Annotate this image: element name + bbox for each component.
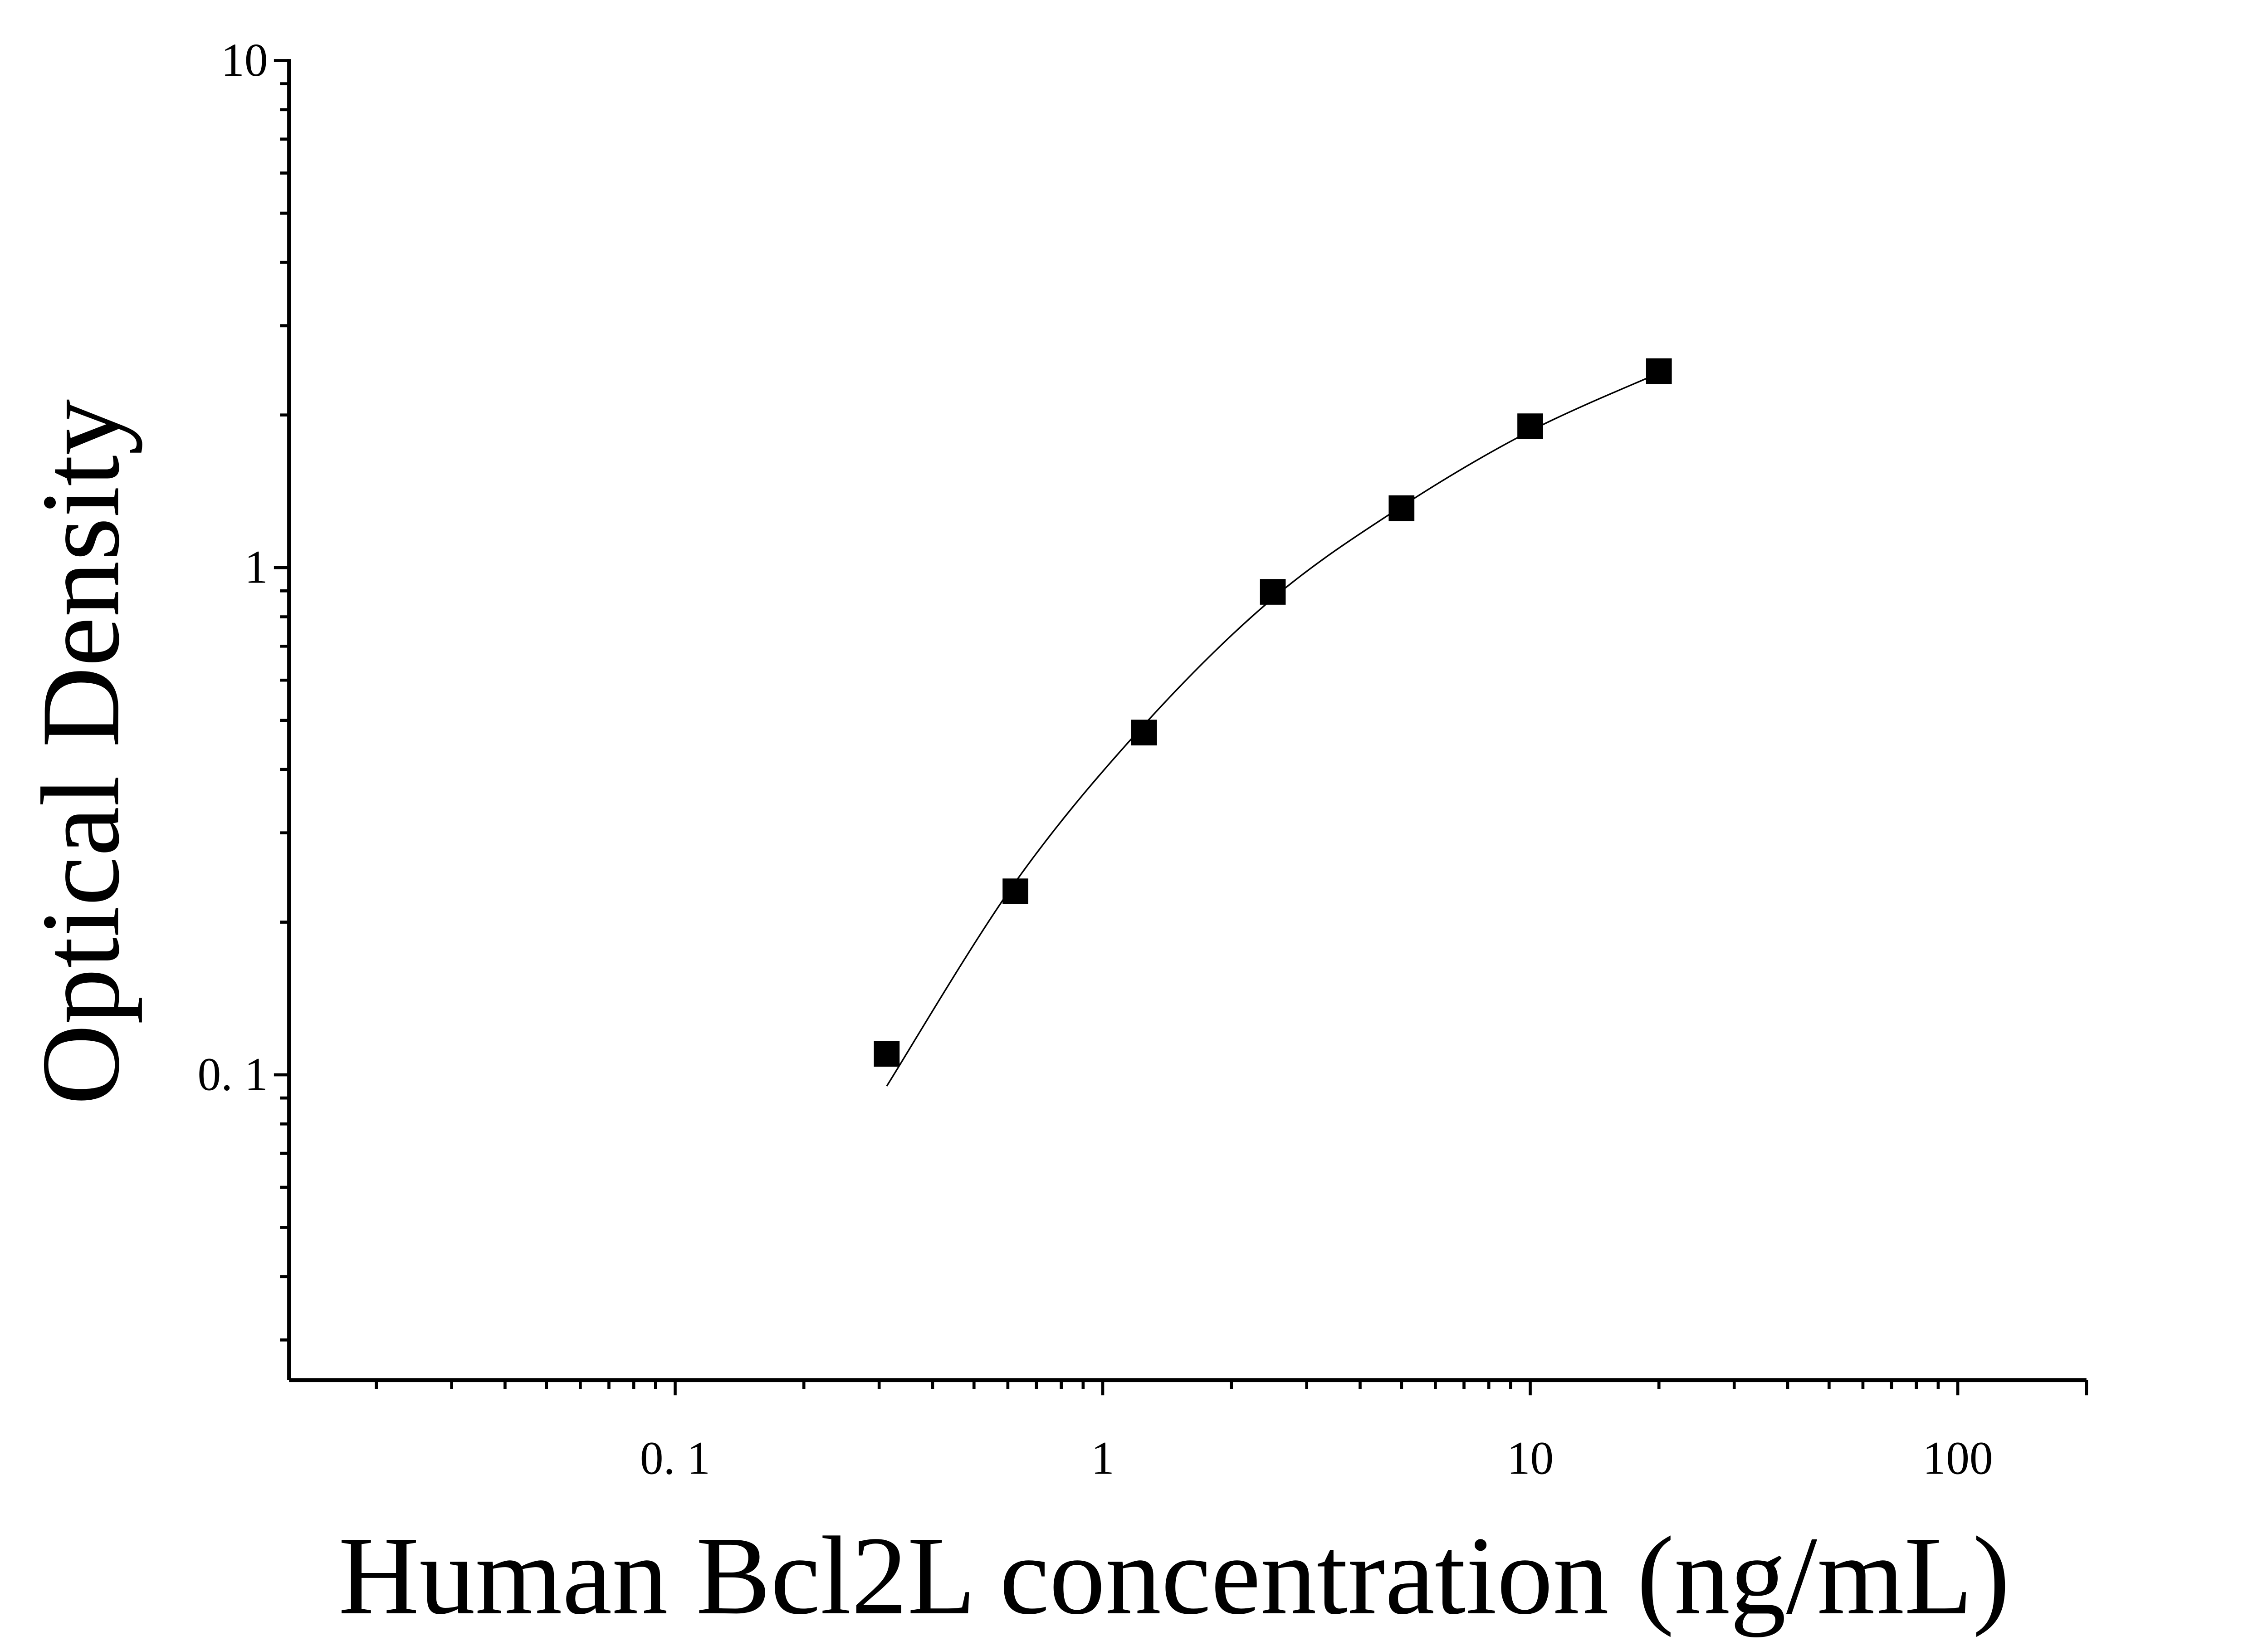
- x-tick-label: 10: [1507, 1433, 1554, 1484]
- data-point: [1131, 720, 1157, 745]
- data-point: [1002, 878, 1028, 904]
- data-point: [1646, 358, 1672, 384]
- y-tick-label: 0. 1: [197, 1048, 268, 1100]
- x-tick-label: 100: [1923, 1433, 1993, 1484]
- x-axis-label: Human Bcl2L concentration (ng/mL): [338, 1514, 2010, 1638]
- data-point: [874, 1041, 900, 1067]
- y-tick-label: 1: [244, 542, 268, 593]
- axes: 0. 1 1 10 100 0. 1 1 10: [197, 34, 2088, 1484]
- fit-curve: [886, 372, 1659, 1087]
- data-point: [1517, 413, 1543, 439]
- x-tick-label: 1: [1091, 1433, 1114, 1484]
- y-axis-label: Optical Density: [19, 399, 142, 1105]
- data-point: [1388, 495, 1415, 521]
- y-tick-label: 10: [221, 34, 268, 86]
- data-point: [1260, 579, 1286, 605]
- data-marks: [874, 358, 1672, 1087]
- x-tick-label: 0. 1: [640, 1433, 710, 1484]
